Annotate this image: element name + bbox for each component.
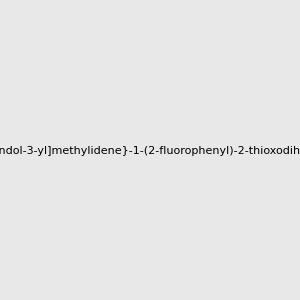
Text: (5E)-5-{[1-(4-fluorobenzyl)-1H-indol-3-yl]methylidene}-1-(2-fluorophenyl)-2-thio: (5E)-5-{[1-(4-fluorobenzyl)-1H-indol-3-y… [0,146,300,157]
